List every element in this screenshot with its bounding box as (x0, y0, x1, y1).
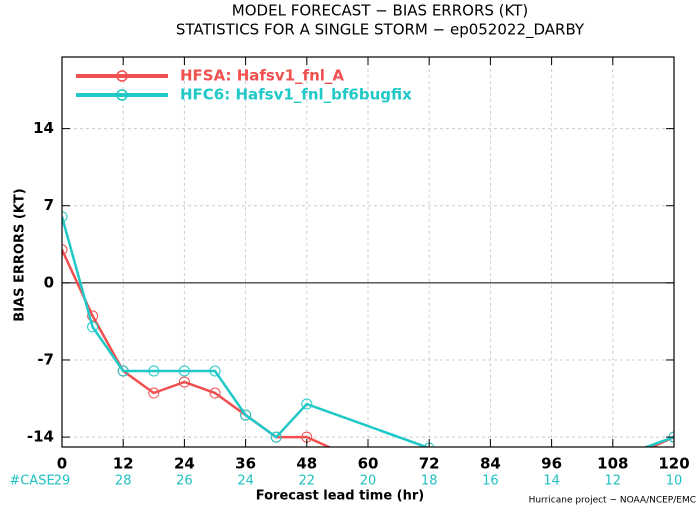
chart-title: MODEL FORECAST − BIAS ERRORS (KT) (232, 2, 528, 20)
y-axis-label: BIAS ERRORS (KT) (13, 188, 28, 321)
legend-marker (116, 89, 128, 101)
point-marker (148, 365, 160, 377)
x-axis-label: Forecast lead time (hr) (256, 489, 424, 504)
y-tick-label: -14 (27, 428, 54, 446)
y-tick-label: -7 (37, 350, 54, 368)
y-tick-label: 7 (44, 196, 54, 214)
x-tick-label: 84 (480, 455, 501, 473)
case-count: 26 (176, 474, 193, 489)
point-marker (301, 398, 313, 410)
point-marker (240, 409, 252, 421)
case-count: 20 (360, 474, 377, 489)
x-tick-label: 12 (113, 455, 134, 473)
point-marker (209, 365, 221, 377)
point-marker (178, 376, 190, 388)
case-count: 10 (666, 474, 683, 489)
case-count: 12 (605, 474, 622, 489)
x-tick-label: 120 (658, 455, 689, 473)
point-marker (62, 244, 68, 256)
case-count: 16 (482, 474, 499, 489)
point-marker (424, 487, 434, 497)
legend-label: HFC6: Hafsv1_fnl_bf6bugfix (180, 86, 412, 104)
point-marker (62, 211, 68, 223)
case-count: 28 (115, 474, 132, 489)
point-marker (87, 321, 99, 333)
case-label: #CASE (9, 474, 54, 489)
x-tick-label: 36 (235, 455, 256, 473)
x-tick-label: 96 (541, 455, 562, 473)
case-count: 24 (237, 474, 254, 489)
point-marker (178, 365, 190, 377)
point-marker (117, 365, 129, 377)
y-tick-label: 0 (44, 273, 54, 291)
x-tick-label: 24 (174, 455, 195, 473)
case-count: 14 (543, 474, 560, 489)
x-tick-label: 72 (419, 455, 440, 473)
point-marker (209, 387, 221, 399)
x-tick-label: 48 (296, 455, 317, 473)
point-marker (87, 310, 99, 322)
case-count: 29 (54, 474, 71, 489)
footer: Hurricane project − NOAA/NCEP/EMC (529, 496, 696, 506)
series-line (62, 216, 674, 447)
point-marker (148, 387, 160, 399)
point-marker (270, 431, 282, 443)
y-tick-label: 14 (33, 119, 54, 137)
x-tick-label: 108 (597, 455, 628, 473)
x-tick-label: 60 (358, 455, 379, 473)
chart-subtitle: STATISTICS FOR A SINGLE STORM − ep052022… (176, 21, 585, 40)
x-tick-label: 0 (57, 455, 67, 473)
case-count: 22 (299, 474, 316, 489)
legend-label: HFSA: Hafsv1_fnl_A (180, 67, 344, 85)
case-count: 18 (421, 474, 438, 489)
legend-marker (116, 70, 128, 82)
